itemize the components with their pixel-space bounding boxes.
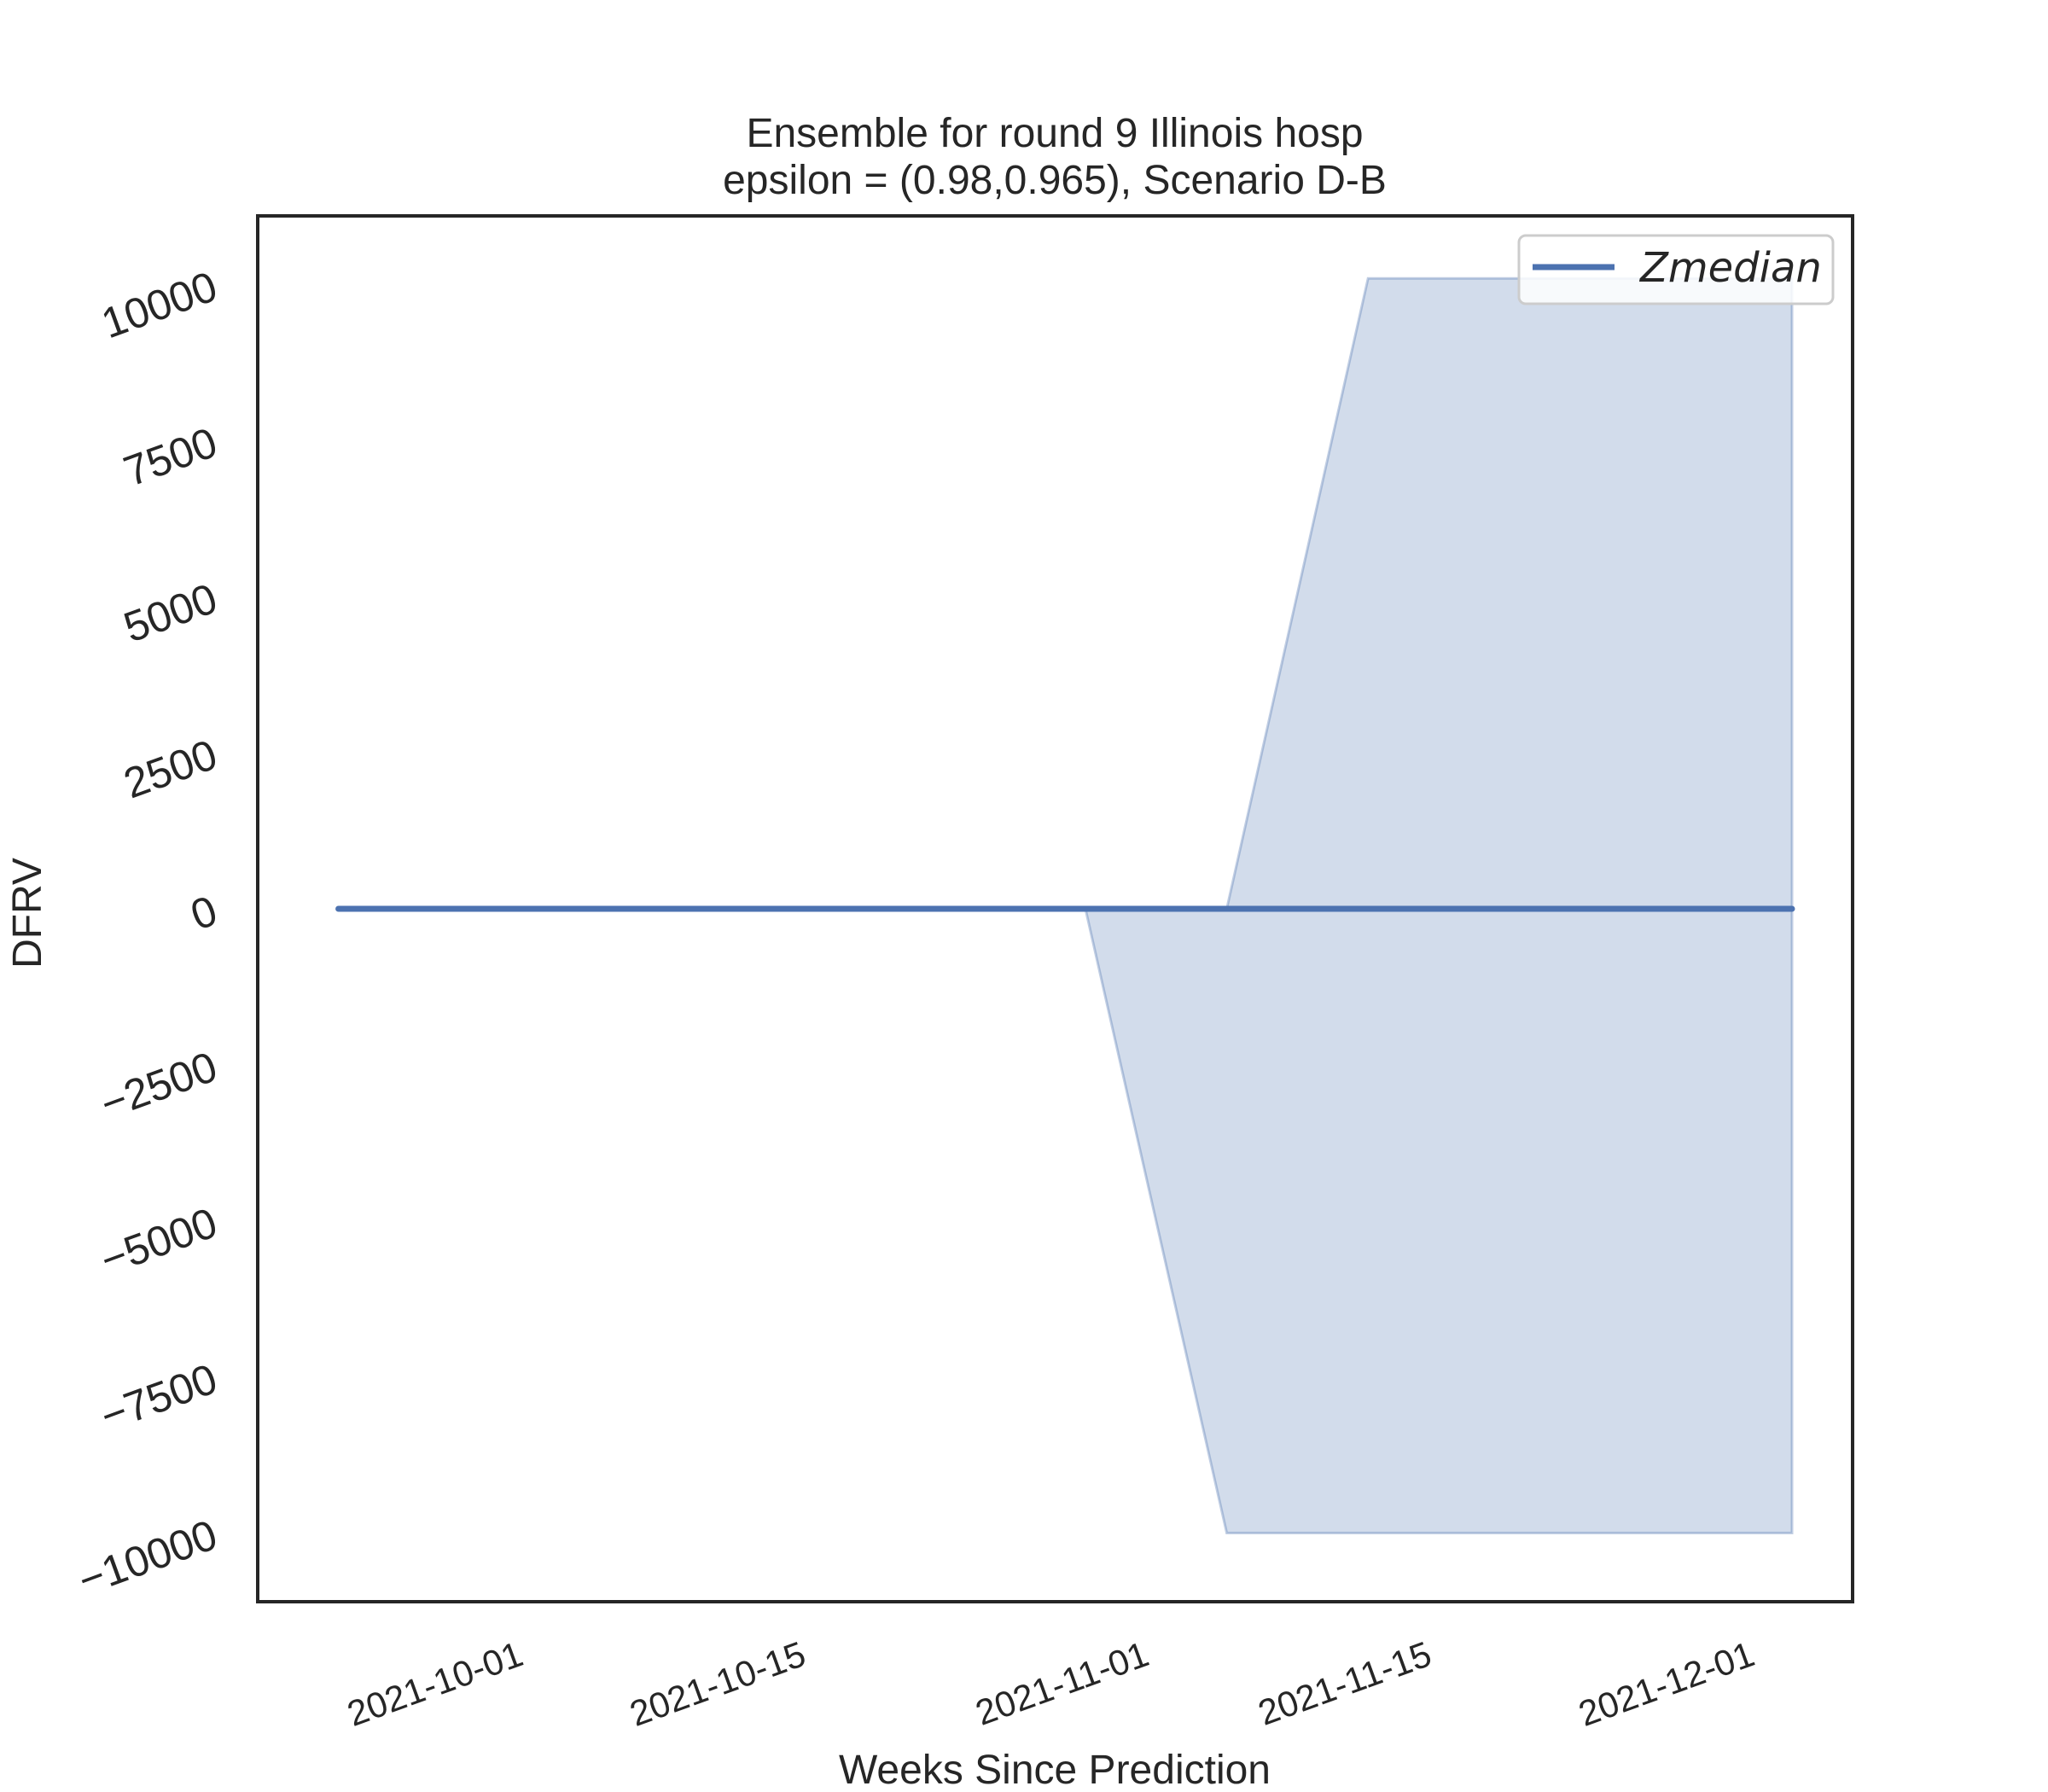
x-axis-ticks: 2021-10-01 2021-10-15 2021-11-01 2021-11-15…	[342, 1633, 1760, 1734]
plot-frame	[256, 214, 1854, 1603]
x-tick-label: 2021-10-15	[625, 1633, 811, 1734]
x-tick-label: 2021-11-01	[970, 1633, 1154, 1733]
y-tick-label: 5000	[118, 574, 224, 652]
y-axis-ticks: 10000 7500 5000 2500 0 −2500 −5000 −7500 −10000	[72, 262, 223, 1604]
chart-title: Ensemble for round 9 Illinois hosp	[746, 111, 1363, 156]
legend-box	[1517, 234, 1835, 305]
y-tick-label: −5000	[94, 1198, 223, 1284]
y-tick-label: 10000	[96, 262, 224, 347]
legend-label-zmedian: Zmedian	[1638, 244, 1822, 292]
y-tick-label: −10000	[72, 1510, 223, 1604]
plot-area	[335, 276, 1795, 1534]
y-tick-label: −2500	[94, 1043, 223, 1129]
y-tick-label: 7500	[118, 418, 224, 496]
x-tick-label: 2021-10-01	[342, 1633, 528, 1734]
chart-subtitle: epsilon = (0.98,0.965), Scenario D-B	[723, 158, 1387, 203]
x-tick-label: 2021-12-01	[1574, 1633, 1760, 1734]
x-tick-label: 2021-11-15	[1253, 1633, 1436, 1733]
y-tick-label: 0	[184, 887, 223, 940]
confidence-band	[338, 276, 1794, 1534]
y-axis-label: DFRV	[5, 858, 50, 969]
y-tick-label: 2500	[118, 730, 224, 808]
y-tick-label: −7500	[94, 1354, 223, 1440]
legend: Zmedian	[1517, 234, 1835, 305]
x-axis-label: Weeks Since Prediction	[839, 1748, 1271, 1792]
